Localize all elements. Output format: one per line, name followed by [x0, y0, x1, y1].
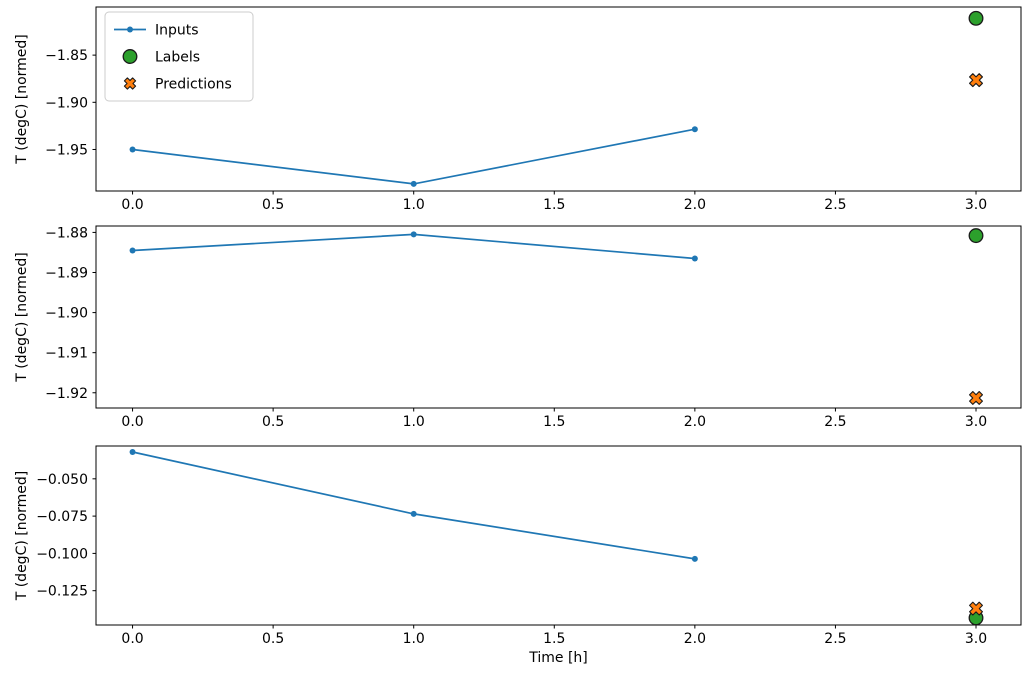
- x-tick-label: 1.0: [403, 414, 425, 430]
- x-tick-label: 0.5: [262, 414, 284, 430]
- x-tick-label: 2.5: [824, 631, 846, 647]
- predictions-marker: [969, 73, 983, 88]
- legend-inputs-dot-icon: [127, 26, 133, 33]
- plot-area: [95, 225, 1022, 409]
- labels-marker: [968, 228, 984, 244]
- x-tick-label: 0.0: [121, 414, 143, 430]
- legend-label: Labels: [155, 50, 200, 66]
- y-tick-label: −0.100: [36, 546, 88, 562]
- plot-area: [95, 445, 1022, 626]
- legend-label: Inputs: [155, 23, 199, 39]
- predictions-marker: [969, 390, 983, 405]
- x-tick-label: 0.0: [121, 197, 143, 213]
- y-tick-label: −1.90: [45, 95, 88, 111]
- x-tick-label: 3.0: [965, 197, 987, 213]
- y-tick-label: −0.050: [36, 472, 88, 488]
- inputs-point: [129, 247, 136, 254]
- inputs-point: [129, 448, 136, 455]
- x-tick-label: 2.0: [684, 197, 706, 213]
- inputs-point: [691, 555, 698, 562]
- x-tick-label: 2.5: [824, 197, 846, 213]
- inputs-point: [410, 180, 417, 187]
- y-tick-label: −1.95: [45, 142, 88, 158]
- x-tick-label: 2.5: [824, 414, 846, 430]
- legend: Inputs Labels Predictions: [104, 11, 254, 102]
- x-tick-label: 1.5: [543, 197, 565, 213]
- x-tick-label: 0.5: [262, 197, 284, 213]
- legend-predictions-x-icon: [123, 77, 137, 90]
- y-tick-label: −1.88: [45, 225, 88, 241]
- y-axis-label: T (degC) [normed]: [14, 34, 30, 165]
- x-tick-label: 0.5: [262, 631, 284, 647]
- x-tick-label: 2.0: [684, 631, 706, 647]
- x-tick-label: 1.0: [403, 197, 425, 213]
- y-tick-label: −0.075: [36, 509, 88, 525]
- inputs-point: [691, 126, 698, 133]
- x-axis-label: Time [h]: [528, 650, 588, 666]
- y-tick-label: −1.92: [45, 386, 88, 402]
- y-tick-label: −1.91: [45, 346, 88, 362]
- x-tick-label: 3.0: [965, 414, 987, 430]
- subplot-2: 0.0 0.5 1.0 1.5 2.0 2.5 3.0 −1.88 −1.89 −1.90 −1.9…: [14, 225, 1022, 430]
- x-tick-label: 3.0: [965, 631, 987, 647]
- y-axis-label: T (degC) [normed]: [14, 471, 30, 602]
- legend-box: [104, 11, 254, 102]
- x-tick-label: 1.5: [543, 414, 565, 430]
- y-axis-label: T (degC) [normed]: [14, 252, 30, 383]
- x-tick-label: 1.5: [543, 631, 565, 647]
- y-tick-label: −1.89: [45, 266, 88, 282]
- legend-labels-circle-icon: [122, 49, 138, 64]
- inputs-point: [129, 146, 136, 153]
- inputs-point: [410, 510, 417, 517]
- y-tick-label: −1.90: [45, 306, 88, 322]
- legend-label: Predictions: [155, 77, 232, 93]
- subplot-3: 0.0 0.5 1.0 1.5 2.0 2.5 3.0 −0.050 −0.075 −0.100 −…: [14, 445, 1022, 666]
- x-tick-label: 1.0: [403, 631, 425, 647]
- predictions-marker: [969, 601, 983, 616]
- x-tick-label: 0.0: [121, 631, 143, 647]
- labels-marker: [968, 10, 984, 26]
- x-tick-label: 2.0: [684, 414, 706, 430]
- y-tick-label: −0.125: [36, 584, 88, 600]
- y-tick-label: −1.85: [45, 48, 88, 64]
- inputs-point: [410, 231, 417, 238]
- inputs-point: [691, 255, 698, 262]
